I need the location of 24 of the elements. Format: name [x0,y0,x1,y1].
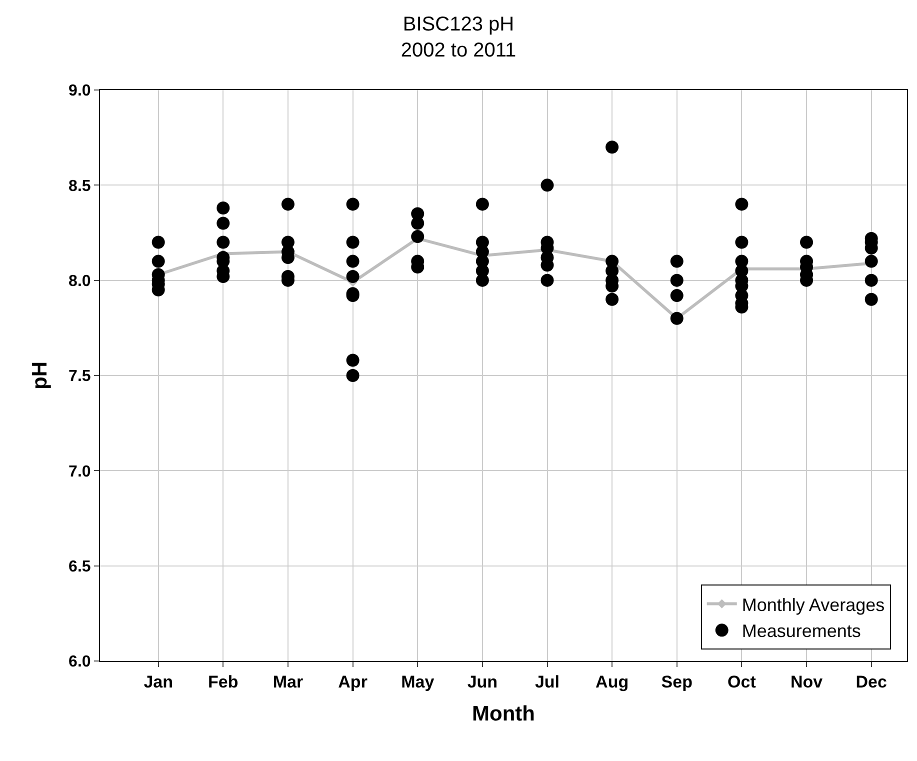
x-tick-label: Apr [338,672,368,692]
y-axis-title: pH [28,362,52,390]
x-tick-label: Oct [728,672,756,692]
x-tick-label: May [401,672,435,692]
y-tick-label: 7.5 [68,368,91,386]
x-tick-label: Sep [661,672,692,692]
x-tick-label: Aug [596,672,629,692]
y-tick-label: 6.5 [68,558,91,576]
x-tick-label: Jul [534,672,560,692]
y-tick-label: 9.0 [68,82,91,100]
y-tick-label: 7.0 [68,463,91,480]
x-axis-title: Month [472,702,535,726]
y-tick-label: 6.0 [68,654,91,671]
y-tick-label: 8.5 [68,178,91,195]
x-tick-label: Nov [790,672,824,692]
x-tick-label: Feb [208,672,238,692]
x-tick-label: Jan [144,672,173,692]
chart-title: BISC123 pH 2002 to 2011 [400,13,516,62]
legend-label: Measurements [742,621,861,642]
x-tick-label: Dec [856,672,887,692]
legend-label: Monthly Averages [742,594,885,615]
x-tick-label: Jun [467,672,498,692]
x-tick-label: Mar [272,672,304,692]
y-tick-label: 8.0 [68,272,91,290]
